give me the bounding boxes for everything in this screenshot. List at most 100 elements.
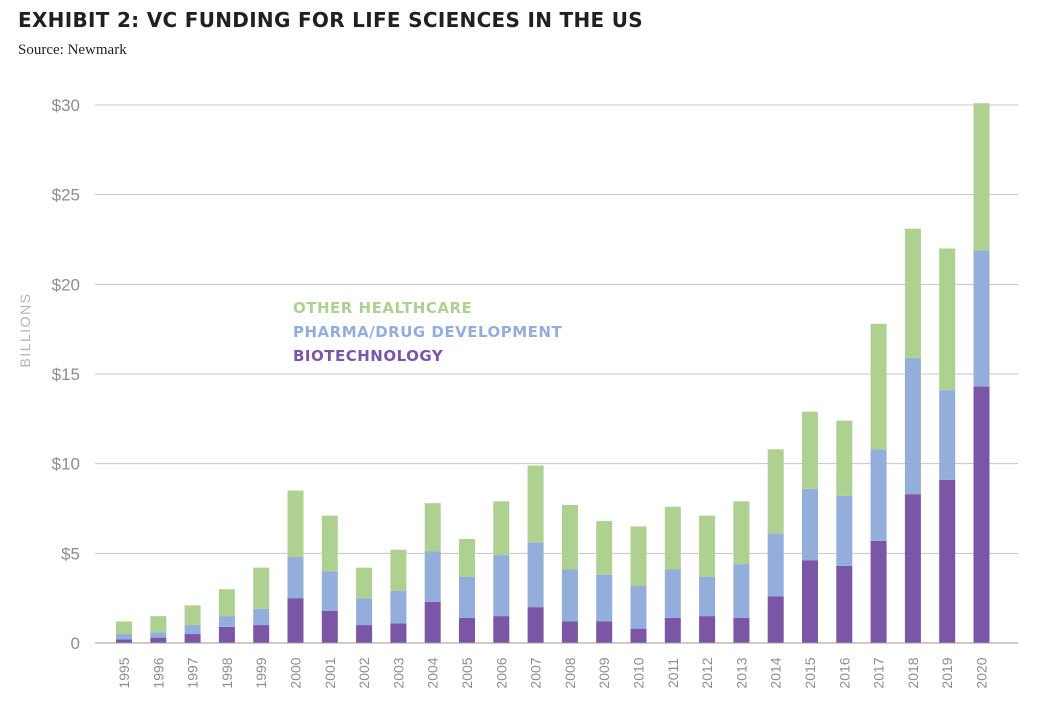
x-tick-label: 2008 <box>562 657 578 688</box>
bar-pharma-drug-development <box>767 533 784 597</box>
bar-pharma-drug-development <box>287 556 304 599</box>
y-tick-label: $10 <box>52 455 80 474</box>
bar-pharma-drug-development <box>596 574 613 622</box>
bar-other-healthcare <box>596 521 613 575</box>
bar-biotechnology <box>356 625 373 643</box>
bar-other-healthcare <box>184 605 201 626</box>
bar-other-healthcare <box>527 465 544 543</box>
x-tick-label: 2019 <box>939 657 955 688</box>
bar-pharma-drug-development <box>321 571 338 611</box>
bar-other-healthcare <box>630 526 647 586</box>
bar-biotechnology <box>287 598 304 643</box>
bar-biotechnology <box>184 634 201 643</box>
bar-other-healthcare <box>459 538 475 577</box>
bar-biotechnology <box>459 617 475 643</box>
bar-pharma-drug-development <box>939 390 956 480</box>
x-tick-label: 2007 <box>528 657 544 688</box>
bar-pharma-drug-development <box>150 632 167 638</box>
bar-biotechnology <box>870 540 887 643</box>
bar-biotechnology <box>802 560 818 643</box>
x-tick-label: 2015 <box>802 657 818 688</box>
x-tick-label: 2012 <box>699 657 715 688</box>
bars <box>116 103 990 643</box>
bar-other-healthcare <box>561 504 578 570</box>
bar-biotechnology <box>596 621 613 643</box>
x-tick-label: 2011 <box>665 658 681 688</box>
bar-other-healthcare <box>356 567 373 599</box>
bar-pharma-drug-development <box>459 576 475 618</box>
y-tick-label: $20 <box>52 275 80 294</box>
x-tick-label: 2017 <box>871 657 887 688</box>
x-tick-label: 1998 <box>219 657 235 688</box>
bar-other-healthcare <box>424 503 441 552</box>
x-tick-label: 2005 <box>459 657 475 688</box>
bar-pharma-drug-development <box>699 576 716 617</box>
bar-biotechnology <box>253 625 270 643</box>
bar-other-healthcare <box>973 103 990 251</box>
bar-other-healthcare <box>664 506 681 570</box>
gridlines <box>95 104 1018 554</box>
y-tick-label: 0 <box>71 634 80 653</box>
x-tick-label: 2004 <box>425 657 441 688</box>
bar-other-healthcare <box>802 411 818 489</box>
legend-other-healthcare: OTHER HEALTHCARE <box>293 299 472 317</box>
bar-biotechnology <box>733 617 750 643</box>
bar-other-healthcare <box>836 420 853 496</box>
bar-pharma-drug-development <box>184 625 201 635</box>
y-tick-label: $5 <box>61 544 80 563</box>
bar-biotechnology <box>321 610 338 643</box>
bar-biotechnology <box>904 494 921 643</box>
bar-biotechnology <box>561 621 578 643</box>
bar-pharma-drug-development <box>390 590 407 624</box>
bar-biotechnology <box>150 637 167 643</box>
bar-pharma-drug-development <box>836 495 853 566</box>
bar-other-healthcare <box>870 323 887 450</box>
x-axis-ticks: 1995 1996 1997 1998 1999 2000 2001 2002 2003 2004… <box>116 657 990 688</box>
x-tick-label: 2016 <box>836 657 852 688</box>
y-axis-ticks: 0 $5 $10 $15 $20 $25 $30 <box>52 96 80 653</box>
bar-biotechnology <box>836 565 853 643</box>
bar-biotechnology <box>493 616 510 643</box>
bar-pharma-drug-development <box>356 598 373 626</box>
x-tick-label: 2020 <box>974 657 990 688</box>
bar-pharma-drug-development <box>630 585 647 629</box>
bar-pharma-drug-development <box>116 634 132 640</box>
bar-other-healthcare <box>116 621 132 635</box>
bar-other-healthcare <box>767 449 784 534</box>
x-tick-label: 2006 <box>493 657 509 688</box>
x-tick-label: 2003 <box>390 657 406 688</box>
bar-pharma-drug-development <box>527 542 544 608</box>
x-tick-label: 1999 <box>253 657 269 688</box>
y-tick-label: $15 <box>52 365 80 384</box>
bar-other-healthcare <box>390 549 407 591</box>
bar-other-healthcare <box>150 616 167 633</box>
bar-other-healthcare <box>218 589 235 617</box>
x-tick-label: 1995 <box>116 657 132 688</box>
x-tick-label: 2010 <box>631 657 647 688</box>
x-tick-label: 2018 <box>905 657 921 688</box>
bar-other-healthcare <box>321 515 338 572</box>
x-tick-label: 2009 <box>596 657 612 688</box>
bar-biotechnology <box>664 617 681 643</box>
bar-pharma-drug-development <box>870 449 887 541</box>
x-tick-label: 2001 <box>322 657 338 688</box>
bar-biotechnology <box>390 623 407 643</box>
bar-biotechnology <box>218 626 235 643</box>
bar-pharma-drug-development <box>253 608 270 626</box>
bar-pharma-drug-development <box>802 488 818 561</box>
bar-biotechnology <box>939 479 956 643</box>
bar-pharma-drug-development <box>561 569 578 622</box>
legend-biotechnology: BIOTECHNOLOGY <box>293 347 444 365</box>
bar-other-healthcare <box>939 248 956 391</box>
y-axis-label: BILLIONS <box>17 292 33 367</box>
bar-biotechnology <box>630 628 647 643</box>
legend-pharma-drug-development: PHARMA/DRUG DEVELOPMENT <box>293 323 562 341</box>
bar-biotechnology <box>699 616 716 643</box>
y-tick-label: $30 <box>52 96 80 115</box>
bar-biotechnology <box>973 386 990 643</box>
bar-other-healthcare <box>253 567 270 609</box>
bar-pharma-drug-development <box>424 551 441 602</box>
x-tick-label: 1997 <box>185 657 201 688</box>
bar-biotechnology <box>527 607 544 643</box>
